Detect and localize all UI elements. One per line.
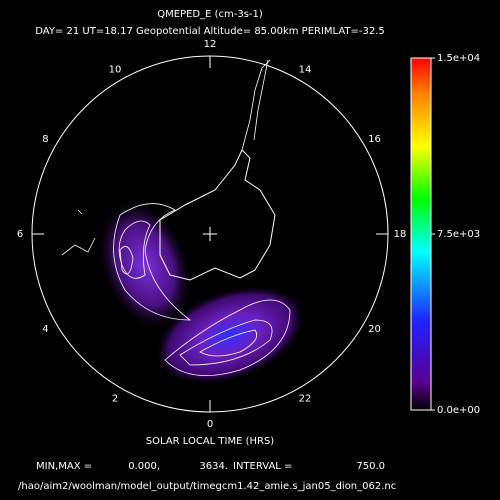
hour-label: 8 bbox=[42, 134, 48, 145]
coastline bbox=[61, 209, 96, 256]
coastline bbox=[253, 59, 269, 141]
stats-interval-label: INTERVAL = bbox=[233, 461, 292, 472]
intensity-region bbox=[96, 197, 194, 333]
hour-label: 14 bbox=[299, 64, 312, 75]
stats-interval: 750.0 bbox=[356, 461, 385, 472]
hour-label: 0 bbox=[207, 419, 213, 430]
hour-label: 16 bbox=[368, 134, 381, 145]
hour-label: 4 bbox=[42, 324, 48, 335]
stats-max: 3634. bbox=[199, 461, 228, 472]
colorbar-tick-label: 0.0e+00 bbox=[437, 405, 480, 416]
intensity-region bbox=[153, 284, 307, 386]
colorbar bbox=[410, 57, 432, 411]
stats-min: 0.000, bbox=[128, 461, 160, 472]
file-path: /hao/aim2/woolman/model_output/timegcm1.… bbox=[18, 481, 396, 492]
hour-label: 22 bbox=[299, 394, 312, 405]
x-axis-label: SOLAR LOCAL TIME (HRS) bbox=[146, 436, 275, 447]
colorbar-tick-label: 1.5e+04 bbox=[437, 53, 480, 64]
hour-label: 6 bbox=[17, 229, 23, 240]
coastline bbox=[159, 149, 276, 281]
hour-label: 10 bbox=[109, 64, 122, 75]
hour-label: 12 bbox=[204, 39, 217, 50]
title: QMEPED_E (cm-3s-1) bbox=[157, 9, 263, 20]
coastline bbox=[241, 59, 271, 151]
contours bbox=[113, 203, 291, 376]
hour-label: 20 bbox=[368, 324, 381, 335]
colorbar-tick-label: 7.5e+03 bbox=[437, 229, 480, 240]
stats-label: MIN,MAX = bbox=[36, 461, 92, 472]
subtitle: DAY= 21 UT=18.17 Geopotential Altitude= … bbox=[35, 26, 385, 37]
hour-label: 18 bbox=[394, 229, 407, 240]
hour-label: 2 bbox=[112, 394, 118, 405]
